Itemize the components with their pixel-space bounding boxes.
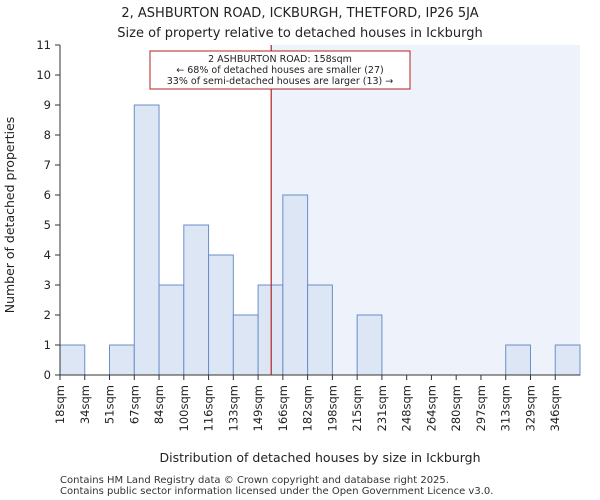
plot-area: 0 1 2 3 4 5 6 7 8 9 10 11 18sqm 34sqm 51sqm 67sqm 84sqm 1… [36, 38, 581, 431]
x-tick-label-149sqm: 149sqm [251, 385, 265, 431]
chart-title: 2, ASHBURTON ROAD, ICKBURGH, THETFORD, I… [121, 6, 478, 21]
bar-84sqm [158, 284, 185, 376]
y-tick-label-6: 6 [44, 188, 51, 202]
x-tick-label-248sqm: 248sqm [400, 385, 414, 431]
y-tick-label-9: 9 [44, 98, 51, 112]
annotation-line-3: 33% of semi-detached houses are larger (… [167, 76, 394, 87]
bar-133sqm [232, 314, 259, 376]
y-tick-label-4: 4 [44, 248, 51, 262]
y-tick-label-7: 7 [44, 158, 51, 172]
x-tick-label-231sqm: 231sqm [375, 385, 389, 431]
x-tick-label-18sqm: 18sqm [53, 385, 67, 424]
x-tick-label-116sqm: 116sqm [202, 385, 216, 431]
x-tick-label-133sqm: 133sqm [226, 385, 240, 431]
x-tick-label-198sqm: 198sqm [325, 385, 339, 431]
bar-346sqm [554, 344, 581, 376]
y-tick-label-3: 3 [44, 278, 51, 292]
x-tick-label-329sqm: 329sqm [523, 385, 537, 431]
y-tick-label-5: 5 [44, 218, 51, 232]
bar-100sqm [183, 224, 210, 376]
bar-116sqm [208, 254, 234, 376]
x-tick-label-264sqm: 264sqm [424, 385, 438, 431]
x-tick-label-346sqm: 346sqm [548, 385, 562, 431]
y-tick-label-1: 1 [44, 338, 51, 352]
y-tick-label-8: 8 [44, 128, 51, 142]
x-tick-label-100sqm: 100sqm [177, 385, 191, 431]
x-tick-label-51sqm: 51sqm [103, 385, 117, 424]
footer-line-2: Contains public sector information licen… [60, 486, 493, 497]
x-tick-label-215sqm: 215sqm [350, 385, 364, 431]
y-tick-label-10: 10 [36, 68, 51, 82]
x-tick-label-182sqm: 182sqm [301, 385, 315, 431]
bar-215sqm [356, 314, 383, 376]
x-tick-label-313sqm: 313sqm [499, 385, 513, 431]
y-axis-label: Number of detached properties [2, 117, 17, 314]
annotation-line-1: 2 ASHBURTON ROAD: 158sqm [208, 54, 352, 65]
bar-166sqm [282, 194, 309, 376]
x-axis-label: Distribution of detached houses by size … [160, 450, 481, 465]
chart-subtitle: Size of property relative to detached ho… [117, 26, 482, 41]
x-tick-label-84sqm: 84sqm [152, 385, 166, 424]
footer-line-1: Contains HM Land Registry data © Crown c… [60, 475, 449, 486]
y-tick-label-11: 11 [36, 38, 51, 52]
bar-182sqm [307, 284, 333, 376]
x-tick-label-67sqm: 67sqm [127, 385, 141, 424]
bar-67sqm [133, 104, 160, 376]
annotation-line-2: ← 68% of detached houses are smaller (27… [176, 65, 383, 76]
annotation-box [149, 50, 411, 90]
bar-51sqm [109, 344, 135, 376]
bar-149sqm [257, 284, 284, 376]
bar-18sqm [59, 344, 86, 376]
y-tick-label-0: 0 [44, 368, 51, 382]
x-tick-label-297sqm: 297sqm [474, 385, 488, 431]
y-tick-label-2: 2 [44, 308, 51, 322]
x-tick-label-34sqm: 34sqm [78, 385, 92, 424]
x-tick-label-166sqm: 166sqm [276, 385, 290, 431]
bar-313sqm [505, 344, 531, 376]
x-tick-label-280sqm: 280sqm [449, 385, 463, 431]
